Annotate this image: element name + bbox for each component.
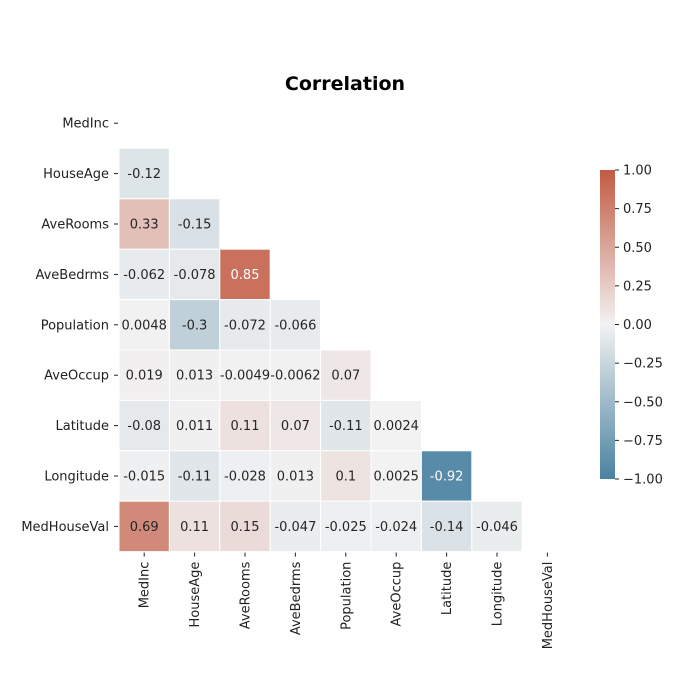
heatmap-cell-latitude-aveoccup (370, 399, 422, 452)
heatmap-cell-label: -0.072 (224, 318, 266, 333)
heatmap-cell-label: -0.025 (325, 520, 367, 535)
heatmap-cell-label: 0.69 (130, 520, 159, 535)
heatmap-cell-label: 0.011 (176, 419, 213, 434)
y-axis-labels: MedInc HouseAge AveRooms AveBedrms Populatio… (21, 117, 118, 535)
heatmap-cell-label: -0.015 (123, 470, 165, 485)
x-tick-label-population: Population (339, 562, 354, 630)
heatmap-cell-label: -0.047 (274, 520, 316, 535)
heatmap-cell-averooms-medinc (118, 198, 170, 250)
heatmap-cell-label: -0.028 (224, 470, 266, 485)
heatmap-cell-label: 0.33 (130, 218, 159, 233)
heatmap-cell-label: -0.14 (430, 520, 464, 535)
heatmap-cell-label: 0.013 (277, 470, 314, 485)
heatmap-cell-label: -0.3 (182, 318, 207, 333)
colorbar-tick-label: 0.25 (623, 279, 652, 294)
heatmap-cell-label: -0.062 (123, 268, 165, 283)
heatmap-cell-label: -0.066 (274, 318, 316, 333)
colorbar-gradient (600, 170, 615, 479)
x-tick-label-latitude: Latitude (440, 562, 455, 616)
heatmap-cell-population-avebedrms (269, 299, 322, 351)
colorbar-tick-label: −0.75 (623, 434, 663, 449)
x-tick-label-avebedrms: AveBedrms (289, 561, 304, 635)
heatmap-cell-label: 0.0048 (121, 318, 167, 333)
heatmap-cell-label: -0.11 (329, 419, 363, 434)
heatmap-cell-medhouseval-longitude (471, 500, 523, 553)
heatmap-cell-label: -0.12 (127, 167, 161, 182)
heatmap-cell-houseage-medinc (118, 147, 170, 200)
y-tick-label-houseage: HouseAge (43, 167, 109, 182)
y-tick-label-population: Population (41, 318, 109, 333)
heatmap-cell-latitude-avebedrms (269, 399, 322, 452)
x-tick-label-aveoccup: AveOccup (390, 562, 405, 627)
heatmap-cell-avebedrms-averooms (219, 248, 271, 301)
y-tick-label-averooms: AveRooms (41, 218, 109, 233)
heatmap-cell-latitude-population (320, 399, 372, 452)
colorbar-tick-label: −0.50 (623, 395, 663, 410)
heatmap-cell-label: -0.078 (174, 268, 216, 283)
x-tick-label-houseage: HouseAge (188, 562, 203, 628)
heatmap-cell-label: 0.07 (281, 419, 310, 434)
x-tick-label-averooms: AveRooms (239, 561, 254, 629)
x-tick-label-medinc: MedInc (138, 562, 153, 609)
y-tick-label-avebedrms: AveBedrms (35, 268, 109, 283)
heatmap-cell-longitude-latitude (420, 450, 473, 502)
heatmap-cell-label: 0.11 (180, 520, 209, 535)
heatmap-cell-label: 0.013 (176, 369, 213, 384)
heatmap-cell-label: -0.046 (476, 520, 518, 535)
heatmap-cell-label: -0.15 (178, 218, 212, 233)
colorbar-tick-label: 0.75 (623, 202, 652, 217)
heatmap-cell-aveoccup-houseage (168, 349, 221, 401)
heatmap-cell-averooms-houseage (168, 198, 221, 250)
heatmap-cell-latitude-averooms (219, 399, 271, 452)
heatmap-cell-label: 0.0024 (373, 419, 419, 434)
colorbar-tick-label: −1.00 (623, 473, 663, 488)
y-tick-label-longitude: Longitude (44, 470, 109, 485)
heatmap-cell-label: 0.07 (331, 369, 360, 384)
heatmap-cell-longitude-medinc (118, 450, 170, 502)
y-tick-label-medhouseval: MedHouseVal (21, 520, 109, 535)
heatmap-cell-label: 0.019 (126, 369, 163, 384)
heatmap-cell-label: -0.08 (127, 419, 161, 434)
y-tick-label-latitude: Latitude (55, 419, 109, 434)
chart-title: Correlation (285, 73, 405, 95)
heatmap-cell-label: 0.1 (335, 470, 356, 485)
colorbar-tick-label: −0.25 (623, 357, 663, 372)
x-tick-label-medhouseval: MedHouseVal (541, 562, 556, 650)
colorbar-tick-label: 1.00 (623, 164, 652, 179)
heatmap-cell-label: 0.85 (231, 268, 260, 283)
x-tick-label-longitude: Longitude (491, 562, 506, 627)
y-tick-label-aveoccup: AveOccup (44, 369, 109, 384)
heatmap-cell-population-houseage (168, 299, 221, 351)
heatmap-cell-longitude-aveoccup (370, 450, 422, 502)
heatmap-cell-label: -0.0049 (220, 369, 270, 384)
colorbar-tick-label: 0.50 (623, 241, 652, 256)
heatmap-cell-medhouseval-averooms (219, 500, 271, 553)
colorbar: 1.00 0.75 0.50 0.25 0.00 −0.25 −0.50 −0.75 −1.00 (600, 164, 663, 488)
heatmap-cell-longitude-houseage (168, 450, 221, 502)
heatmap-cell-medhouseval-medinc (118, 500, 170, 553)
heatmap-cell-latitude-houseage (168, 399, 221, 452)
heatmap-cell-label: 0.15 (231, 520, 260, 535)
heatmap-cell-medhouseval-latitude (420, 500, 473, 553)
heatmap-cell-label: -0.11 (178, 470, 212, 485)
heatmap-cell-label: 0.0025 (373, 470, 419, 485)
heatmap-cell-medhouseval-aveoccup (370, 500, 422, 553)
heatmap-cells: -0.12 0.33 -0.15 -0.062 -0.078 0.85 0.0048 -0.3… (118, 147, 523, 553)
heatmap-cell-latitude-medinc (118, 399, 170, 452)
heatmap-cell-label: -0.024 (375, 520, 417, 535)
colorbar-tick-label: 0.00 (623, 318, 652, 333)
heatmap-cell-aveoccup-avebedrms (269, 349, 322, 401)
heatmap-cell-label: -0.92 (430, 470, 464, 485)
heatmap-cell-label: -0.0062 (270, 369, 320, 384)
y-tick-label-medinc: MedInc (62, 117, 109, 132)
x-axis-labels: MedInc HouseAge AveRooms AveBedrms Populatio… (138, 552, 556, 650)
heatmap-cell-label: 0.11 (231, 419, 260, 434)
